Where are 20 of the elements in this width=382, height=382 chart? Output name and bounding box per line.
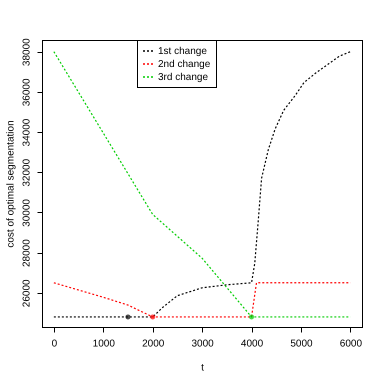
y-tick-label: 38000 — [22, 38, 32, 66]
legend-label: 1st change — [158, 46, 208, 57]
line-series — [53, 282, 351, 318]
x-tick-label: 0 — [52, 338, 58, 350]
x-tick-label: 3000 — [192, 338, 214, 350]
x-tick-label: 4000 — [240, 338, 264, 350]
y-tick-label: 30000 — [22, 198, 32, 227]
y-axis-title: cost of optimal segmentation — [6, 120, 16, 248]
y-tick-label: 36000 — [22, 78, 32, 106]
legend-label: 3rd change — [158, 72, 208, 83]
x-axis-title: t — [201, 362, 204, 374]
x-tick-label: 2000 — [142, 338, 165, 350]
y-tick-label: 26000 — [22, 278, 32, 308]
legend-label: 2nd change — [158, 59, 211, 70]
y-tick-label: 32000 — [22, 158, 32, 187]
y-tick-label: 28000 — [22, 238, 32, 268]
x-tick-label: 6000 — [340, 338, 362, 350]
y-tick-label: 34000 — [22, 118, 32, 146]
x-tick-label: 5000 — [290, 338, 314, 350]
x-tick-label: 1000 — [92, 338, 116, 350]
